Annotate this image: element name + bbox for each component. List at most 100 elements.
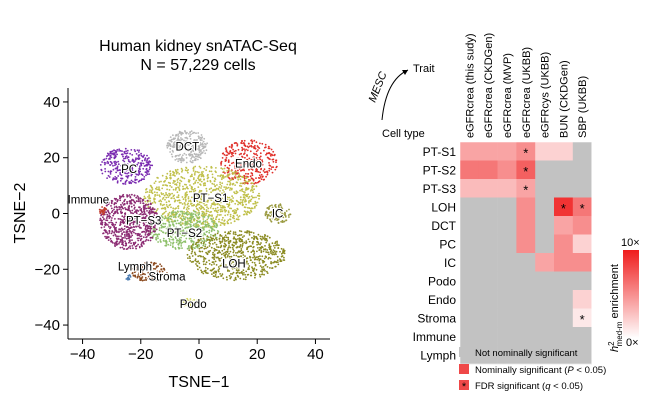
cell-point xyxy=(166,219,169,222)
cell-point xyxy=(212,217,215,220)
cell-point xyxy=(232,182,235,185)
cell-point xyxy=(241,190,244,193)
cell-point xyxy=(198,245,201,247)
cell-point xyxy=(251,266,253,269)
cell-point xyxy=(130,232,133,235)
cell-point xyxy=(117,238,120,240)
cell-point xyxy=(123,215,126,218)
cell-point xyxy=(169,226,172,229)
cell-point xyxy=(149,197,152,200)
cell-point xyxy=(167,230,170,233)
cell-point xyxy=(223,236,226,239)
cell-point xyxy=(200,134,203,136)
cell-point xyxy=(218,268,221,270)
cell-point xyxy=(135,178,138,181)
cell-point xyxy=(190,225,193,228)
cell-point xyxy=(151,202,154,204)
cell-point xyxy=(143,210,146,213)
cell-point xyxy=(160,241,162,243)
cell-point xyxy=(113,206,116,209)
cell-point xyxy=(234,261,237,264)
cell-point xyxy=(202,260,205,263)
cell-point xyxy=(217,266,220,268)
cell-point xyxy=(274,168,277,171)
cell-point xyxy=(182,185,184,188)
cell-point xyxy=(166,184,169,187)
cell-point xyxy=(175,230,178,233)
cell-point xyxy=(174,208,177,210)
heatmap-cell xyxy=(535,216,555,235)
cell-point xyxy=(193,159,196,162)
heatmap-cell xyxy=(554,160,574,180)
cell-point xyxy=(236,262,238,264)
cell-point xyxy=(134,241,137,244)
cell-point xyxy=(236,207,239,210)
cell-point xyxy=(251,185,254,187)
cell-point xyxy=(188,181,191,183)
cell-point xyxy=(167,196,170,199)
cell-point xyxy=(147,234,150,237)
cell-point xyxy=(172,246,174,249)
cell-point xyxy=(140,162,143,165)
cell-point xyxy=(178,183,181,185)
cell-point xyxy=(248,207,251,210)
heatmap-cell xyxy=(516,179,536,198)
cell-point xyxy=(153,267,155,270)
cell-point xyxy=(126,277,129,279)
cell-point xyxy=(198,154,201,156)
cell-point xyxy=(231,145,234,147)
cell-point xyxy=(147,162,150,165)
cell-point xyxy=(236,251,239,254)
cell-point xyxy=(185,230,188,233)
cell-point xyxy=(245,240,248,243)
cell-point xyxy=(249,175,252,178)
cell-point xyxy=(227,246,230,249)
cell-point xyxy=(281,252,284,254)
cell-point xyxy=(129,202,132,205)
cell-point xyxy=(145,279,148,281)
cell-point xyxy=(226,187,229,190)
cell-point xyxy=(177,158,180,160)
cell-point xyxy=(233,150,236,153)
cell-point xyxy=(132,225,135,228)
heatmap-cell xyxy=(572,308,592,328)
cell-point xyxy=(267,208,270,211)
cell-point xyxy=(250,198,253,201)
cell-point xyxy=(137,156,140,158)
cell-point xyxy=(193,187,196,190)
cell-point xyxy=(187,207,190,210)
cell-point xyxy=(206,246,209,249)
heatmap-row-label: PT-S3 xyxy=(423,182,457,196)
cell-point xyxy=(120,239,123,241)
cell-point xyxy=(249,200,252,203)
cell-point xyxy=(176,210,179,213)
cell-point xyxy=(218,259,221,262)
cell-point xyxy=(215,264,218,266)
heatmap-cell xyxy=(497,197,517,217)
cell-point xyxy=(139,221,141,224)
cell-point xyxy=(213,249,216,252)
heatmap-cells xyxy=(459,141,592,365)
cell-point xyxy=(189,154,192,157)
heatmap-cell xyxy=(572,271,592,291)
heatmap-cell xyxy=(572,142,592,161)
cell-point xyxy=(116,180,119,183)
cell-point xyxy=(168,211,171,214)
cell-point xyxy=(184,304,187,306)
cell-point xyxy=(156,233,159,236)
cell-point xyxy=(203,208,206,211)
cell-point xyxy=(137,151,140,153)
cell-point xyxy=(134,176,137,178)
cell-point xyxy=(192,168,195,170)
cell-point xyxy=(238,174,241,177)
cell-point xyxy=(169,176,172,179)
cell-point xyxy=(226,221,229,223)
cell-point xyxy=(179,147,181,150)
cell-point xyxy=(240,249,243,252)
cell-point xyxy=(232,148,235,151)
cell-point xyxy=(144,262,147,264)
cell-point xyxy=(177,186,180,189)
cell-point xyxy=(201,229,204,232)
cell-point xyxy=(176,179,179,181)
cell-point xyxy=(264,264,267,267)
